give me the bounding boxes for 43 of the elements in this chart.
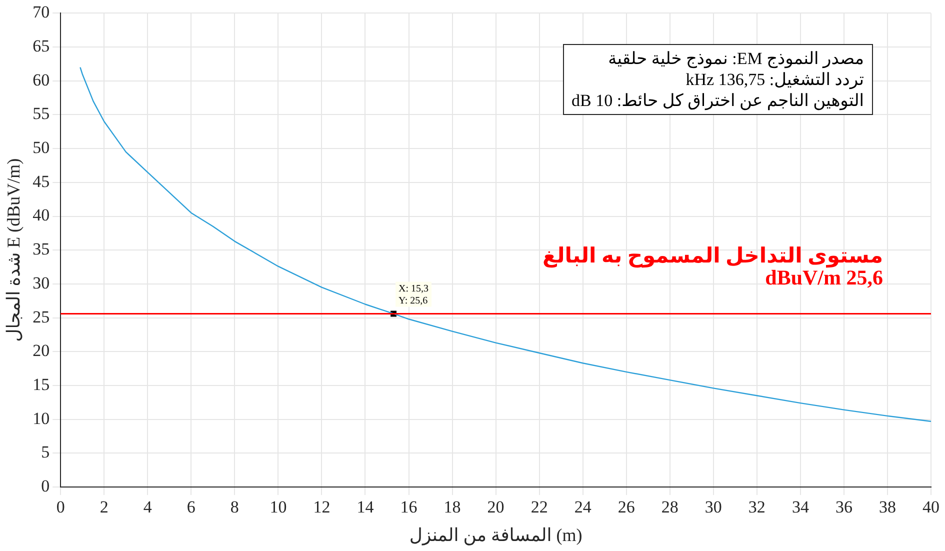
annotation: التوهين الناجم عن اختراق كل حائط: 10 dB — [572, 90, 864, 111]
x-tick-label: 24 — [574, 498, 592, 517]
x-tick-label: 36 — [835, 498, 852, 517]
x-tick-label: 4 — [143, 498, 152, 517]
x-tick-label: 22 — [530, 498, 548, 517]
x-tick-label: 18 — [444, 498, 461, 517]
x-tick-label: 32 — [748, 498, 766, 517]
x-tick-label: 16 — [400, 498, 418, 517]
x-tick-label: 28 — [661, 498, 678, 517]
x-tick-label: 8 — [230, 498, 239, 517]
x-tick-label: 12 — [313, 498, 330, 517]
y-tick-label: 55 — [32, 104, 50, 124]
y-tick-label: 15 — [32, 374, 50, 394]
y-tick-label: 50 — [32, 138, 50, 158]
x-axis-title: المسافة من المنزل (m) — [409, 524, 582, 546]
x-tick-label: 6 — [186, 498, 196, 517]
y-tick-label: 45 — [32, 172, 50, 191]
y-tick-label: 5 — [41, 442, 50, 462]
annotation: مصدر النموذج EM: نموذج خلية حلقية — [607, 48, 864, 69]
x-tick-label: 26 — [618, 498, 635, 517]
annotation: Y: 25,6 — [398, 295, 428, 306]
y-tick-label: 65 — [32, 36, 50, 56]
x-tick-label: 2 — [100, 498, 108, 517]
y-tick-label: 35 — [32, 240, 50, 259]
x-tick-label: 14 — [356, 498, 374, 517]
x-tick-label: 10 — [270, 498, 287, 517]
y-tick-label: 40 — [32, 206, 50, 225]
y-tick-label: 0 — [41, 476, 50, 496]
y-axis-title: شدة المجال E (dBuV/m) — [4, 158, 24, 342]
x-tick-label: 0 — [56, 498, 65, 517]
annotation: X: 15,3 — [398, 283, 429, 294]
annotation: تردد التشغيل: 136,75 kHz — [684, 69, 864, 90]
y-tick-label: 25 — [32, 307, 50, 326]
x-tick-label: 20 — [487, 498, 504, 517]
y-tick-label: 20 — [32, 341, 50, 360]
y-tick-label: 70 — [32, 2, 50, 22]
x-tick-label: 30 — [704, 498, 722, 517]
x-tick-label: 40 — [922, 498, 940, 517]
x-tick-label: 34 — [792, 498, 810, 517]
x-tick-label: 38 — [878, 498, 896, 517]
y-tick-label: 30 — [32, 273, 50, 292]
y-tick-label: 60 — [32, 70, 50, 90]
y-tick-label: 10 — [32, 408, 50, 428]
